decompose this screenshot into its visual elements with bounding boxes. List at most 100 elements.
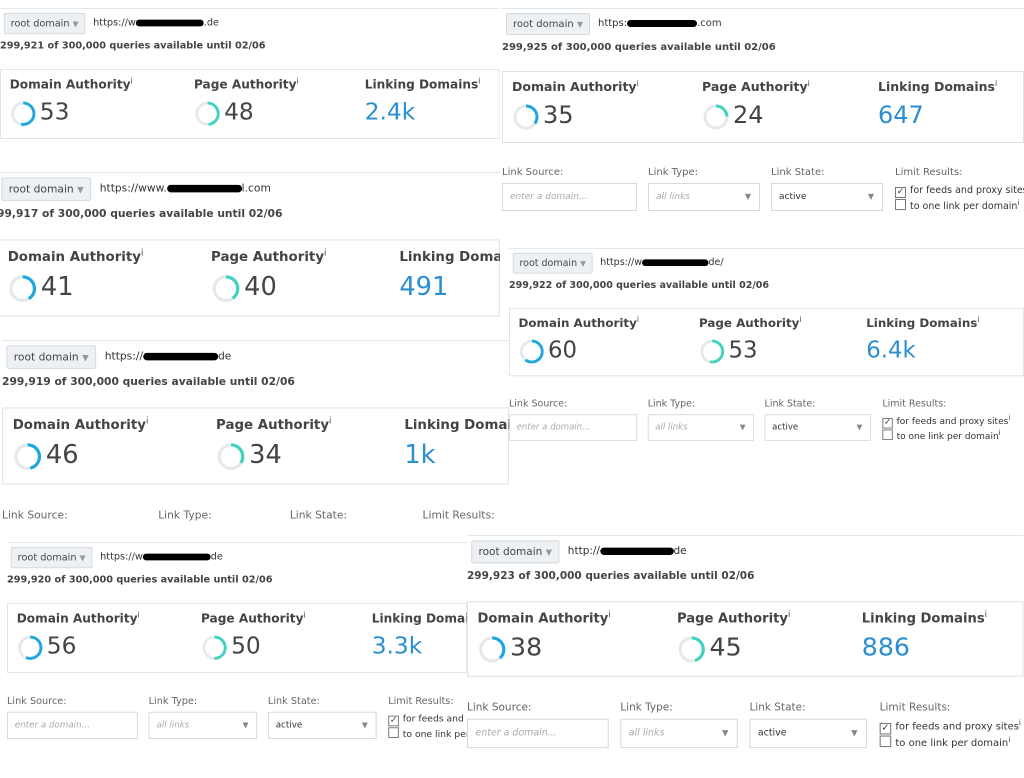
info-icon[interactable]: i: [478, 76, 481, 86]
link-source-input[interactable]: enter a domain...: [502, 183, 637, 211]
info-icon[interactable]: i: [1008, 414, 1011, 422]
checkbox[interactable]: ✓: [388, 715, 399, 727]
redaction: [142, 553, 211, 560]
checkbox[interactable]: [895, 199, 906, 211]
info-icon[interactable]: i: [140, 247, 144, 258]
limit-option[interactable]: to one link per domaini: [882, 429, 1001, 442]
metric-name: Linking Domains: [404, 416, 509, 433]
limit-option[interactable]: ✓for feeds and proxy sitesi: [388, 712, 467, 727]
checkbox[interactable]: [879, 735, 892, 748]
info-icon[interactable]: i: [636, 79, 639, 88]
info-icon[interactable]: i: [807, 79, 810, 88]
info-icon[interactable]: i: [984, 609, 987, 619]
limit-option[interactable]: ✓for feeds and proxy sitesi: [895, 183, 1024, 199]
scope-dropdown[interactable]: root domain ▼: [10, 546, 93, 569]
info-icon[interactable]: i: [329, 415, 332, 426]
info-icon[interactable]: i: [995, 79, 998, 88]
scope-dropdown[interactable]: root domain ▼: [1, 177, 92, 201]
gauge-arc: [11, 101, 36, 126]
info-icon[interactable]: i: [1018, 718, 1021, 728]
url-field[interactable]: https://w de: [100, 552, 223, 563]
gauge-arc: [479, 636, 506, 663]
link-source-input[interactable]: enter a domain...: [7, 711, 138, 739]
link-type-select-text: all links: [628, 728, 665, 739]
info-icon[interactable]: i: [130, 76, 133, 86]
url-field[interactable]: https:// de: [105, 351, 232, 363]
link-state-select[interactable]: active ▼: [771, 183, 883, 211]
link-type-select[interactable]: all links ▼: [620, 718, 738, 749]
filter-label: Link Type:: [647, 399, 696, 410]
checkbox[interactable]: [882, 429, 893, 441]
gauge-arc: [14, 443, 42, 471]
info-icon[interactable]: i: [977, 315, 980, 324]
info-icon[interactable]: i: [608, 609, 611, 619]
info-icon[interactable]: i: [1008, 735, 1011, 744]
filter-label: Limit Results:: [879, 701, 951, 714]
metric-name: Domain Authority: [518, 315, 637, 330]
option-text: to one link per domain: [896, 431, 999, 442]
url-start: https://w: [93, 17, 136, 29]
link-state-select-text: active: [275, 720, 303, 731]
url-end: .com: [697, 18, 722, 29]
info-icon[interactable]: i: [137, 610, 140, 620]
link-state-select[interactable]: active ▼: [749, 718, 868, 749]
scope-dropdown[interactable]: root domain ▼: [506, 13, 590, 35]
scope-dropdown[interactable]: root domain ▼: [512, 252, 593, 274]
dropdown-caret: ▼: [77, 184, 84, 195]
info-icon[interactable]: i: [787, 609, 791, 619]
limit-option[interactable]: to one link per domaini: [895, 199, 1019, 212]
dropdown-caret: ▼: [580, 259, 586, 268]
metric-name: Domain Authority: [12, 416, 146, 433]
metric-value: 647: [878, 101, 924, 129]
limit-option[interactable]: to one link per domaini: [879, 735, 1011, 750]
link-type-select[interactable]: all links ▼: [648, 183, 760, 211]
scope-text: root domain: [8, 183, 74, 196]
url-end: de: [673, 545, 687, 558]
info-icon[interactable]: i: [324, 247, 327, 258]
link-type-select[interactable]: all links ▼: [148, 711, 258, 739]
url-field[interactable]: https://www. l.com: [100, 183, 271, 195]
url-field[interactable]: https://w .de: [93, 18, 219, 29]
option-text: to one link per domain: [895, 737, 1009, 750]
url-start: https://: [104, 350, 144, 363]
gauge-arc: [18, 635, 43, 660]
option-text: for feeds and proxy sites: [895, 721, 1019, 733]
limit-option[interactable]: to one link per domaini: [388, 727, 467, 740]
info-icon[interactable]: i: [296, 76, 299, 86]
scope-dropdown[interactable]: root domain ▼: [3, 12, 86, 35]
link-explorer-panel: root domain ▼ https: .com 299,925 of 300,000…: [502, 8, 1024, 217]
url-field[interactable]: https: .com: [598, 18, 722, 29]
info-icon[interactable]: i: [998, 429, 1001, 438]
limit-option[interactable]: ✓for feeds and proxy sitesi: [879, 718, 1021, 735]
checkbox[interactable]: ✓: [895, 187, 906, 199]
info-icon[interactable]: i: [636, 315, 639, 324]
scope-dropdown[interactable]: root domain ▼: [6, 345, 97, 369]
metric-label: Linking Domainsi: [878, 79, 997, 94]
metric-label: Linking Domainsi: [862, 610, 987, 626]
metric-name: Page Authority: [702, 79, 808, 95]
link-state-select[interactable]: active ▼: [267, 711, 377, 739]
metric-label: Domain Authorityi: [8, 248, 144, 264]
url-field[interactable]: https://w de/: [600, 258, 723, 268]
redaction: [166, 184, 242, 192]
url-field[interactable]: http:// de: [568, 546, 687, 558]
info-icon[interactable]: i: [303, 610, 306, 620]
link-explorer-panel: root domain ▼ https://w de/299,922 of 300,0…: [509, 248, 1024, 447]
info-icon[interactable]: i: [1017, 199, 1020, 207]
link-state-select[interactable]: active ▼: [764, 414, 871, 441]
dropdown-caret: ▼: [744, 192, 751, 201]
gauge: [678, 636, 705, 663]
checkbox[interactable]: ✓: [882, 418, 893, 429]
link-source-input[interactable]: enter a domain...: [467, 718, 609, 749]
info-icon[interactable]: i: [799, 315, 802, 324]
checkbox[interactable]: [388, 727, 399, 739]
limit-option[interactable]: ✓for feeds and proxy sitesi: [882, 414, 1011, 429]
link-type-select[interactable]: all links ▼: [647, 414, 755, 441]
link-source-input[interactable]: enter a domain...: [509, 414, 638, 441]
metric-value: 48: [224, 98, 254, 126]
scope-dropdown[interactable]: root domain ▼: [471, 540, 560, 564]
info-icon[interactable]: i: [145, 415, 149, 426]
option-text: for feeds and proxy sites: [402, 713, 467, 725]
checkbox[interactable]: ✓: [879, 723, 892, 735]
metric-name: Page Authority: [699, 315, 800, 330]
